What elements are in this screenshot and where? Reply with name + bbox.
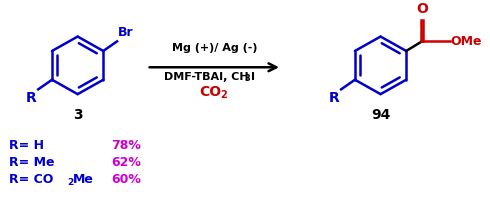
Text: 94: 94 xyxy=(371,108,390,122)
Text: 3: 3 xyxy=(73,108,82,122)
Text: 78%: 78% xyxy=(111,139,141,151)
Text: O: O xyxy=(416,2,428,16)
Text: R: R xyxy=(328,91,339,105)
Text: Br: Br xyxy=(118,26,134,39)
Text: DMF-TBAI, CH: DMF-TBAI, CH xyxy=(164,72,249,82)
Text: R: R xyxy=(25,91,36,105)
Text: OMe: OMe xyxy=(451,35,482,48)
Text: R= H: R= H xyxy=(9,139,44,151)
Text: 62%: 62% xyxy=(111,156,141,169)
Text: Mg (+)/ Ag (-): Mg (+)/ Ag (-) xyxy=(172,43,257,53)
Text: 60%: 60% xyxy=(111,173,141,186)
Text: Me: Me xyxy=(73,173,94,186)
Text: R= CO: R= CO xyxy=(9,173,53,186)
Text: 2: 2 xyxy=(67,178,73,187)
Text: 3: 3 xyxy=(245,74,251,83)
Text: R= Me: R= Me xyxy=(9,156,54,169)
Text: 2: 2 xyxy=(220,90,226,100)
Text: CO: CO xyxy=(199,85,221,99)
Text: I: I xyxy=(251,72,255,82)
